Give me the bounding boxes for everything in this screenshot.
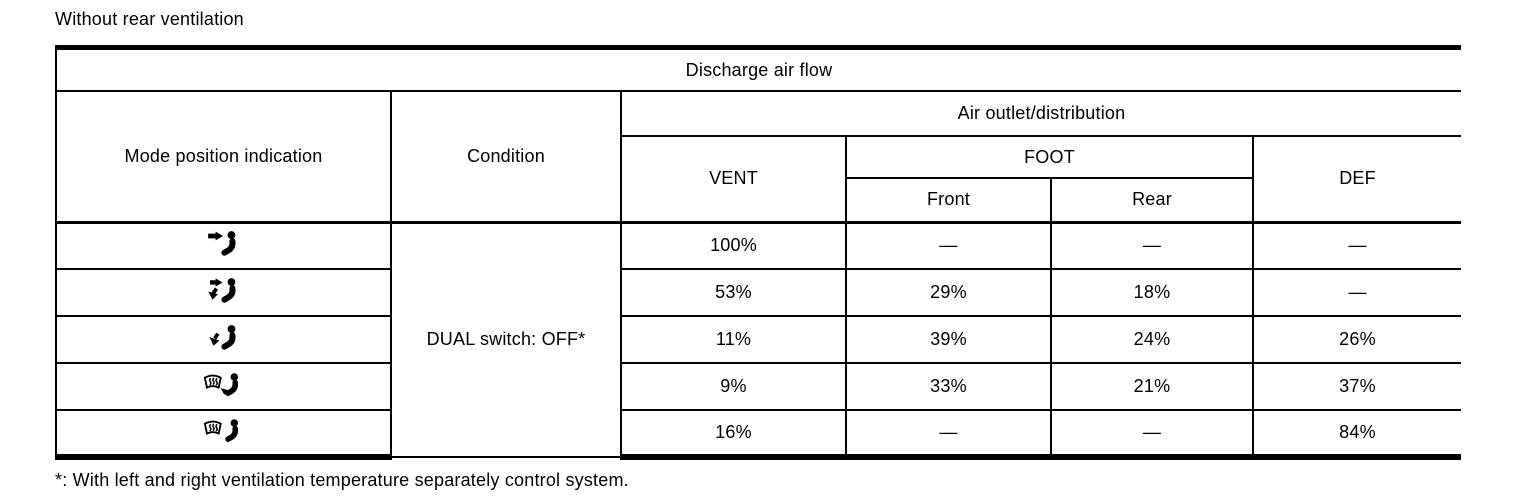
value-cell-foot-front: —: [845, 409, 1052, 460]
def-mode-icon: [202, 416, 246, 444]
table-row: 9% 33% 21% 37%: [55, 362, 1461, 411]
value-cell-foot-rear: 18%: [1050, 268, 1254, 317]
column-header-foot-front: Front: [845, 177, 1052, 223]
mode-position-cell: [55, 362, 392, 411]
value-cell-def: —: [1252, 220, 1461, 270]
column-header-def: DEF: [1252, 135, 1461, 223]
value-cell-def: 84%: [1252, 409, 1461, 460]
table-caption-row: Discharge air flow: [55, 45, 1461, 92]
value-cell-def: 37%: [1252, 362, 1461, 411]
header-row-group: Mode position indication Condition Air o…: [55, 90, 1461, 223]
header-row-foot-split: Front Rear: [56, 177, 1461, 223]
header-row-outlets: VENT FOOT DEF: [56, 135, 1461, 223]
table-row: 11% 39% 24% 26%: [55, 315, 1461, 364]
value-cell-def: 26%: [1252, 315, 1461, 364]
mode-position-cell: [55, 315, 392, 364]
value-cell-vent: 9%: [620, 362, 847, 411]
condition-cell: DUAL switch: OFF*: [390, 220, 622, 458]
value-cell-foot-front: 33%: [845, 362, 1052, 411]
table-row: 53% 29% 18% —: [55, 268, 1461, 317]
value-cell-vent: 100%: [620, 220, 847, 270]
value-cell-foot-rear: 24%: [1050, 315, 1254, 364]
vent-mode-icon: [202, 229, 246, 257]
bi-level-mode-icon: [202, 276, 246, 304]
foot-mode-icon: [202, 323, 246, 351]
column-group-air-outlet-distribution: Air outlet/distribution: [620, 90, 1461, 137]
value-cell-vent: 16%: [620, 409, 847, 460]
value-cell-foot-front: 39%: [845, 315, 1052, 364]
value-cell-foot-rear: 21%: [1050, 362, 1254, 411]
column-header-vent: VENT: [620, 135, 847, 223]
value-cell-def: —: [1252, 268, 1461, 317]
table-row: 16% — —84%: [55, 409, 1461, 460]
value-cell-foot-rear: —: [1050, 409, 1254, 460]
foot-def-mode-icon: [202, 370, 246, 398]
table-caption: Discharge air flow: [55, 45, 1461, 92]
column-header-foot-rear: Rear: [1050, 177, 1254, 223]
footnote: *: With left and right ventilation tempe…: [55, 470, 629, 490]
value-cell-foot-front: —: [845, 220, 1052, 270]
discharge-air-flow-table: Discharge air flow Mode position indicat…: [55, 45, 1461, 460]
column-header-mode-position: Mode position indication: [55, 90, 392, 223]
mode-position-cell: [55, 268, 392, 317]
value-cell-vent: 11%: [620, 315, 847, 364]
value-cell-foot-rear: —: [1050, 220, 1254, 270]
value-cell-foot-front: 29%: [845, 268, 1052, 317]
table-row: DUAL switch: OFF* 100% — — —: [55, 220, 1461, 458]
mode-position-cell: [55, 220, 392, 270]
value-cell-vent: 53%: [620, 268, 847, 317]
section-title: Without rear ventilation: [55, 9, 244, 29]
column-header-condition: Condition: [390, 90, 622, 223]
mode-position-cell: [55, 409, 392, 460]
column-header-foot: FOOT: [845, 135, 1254, 179]
